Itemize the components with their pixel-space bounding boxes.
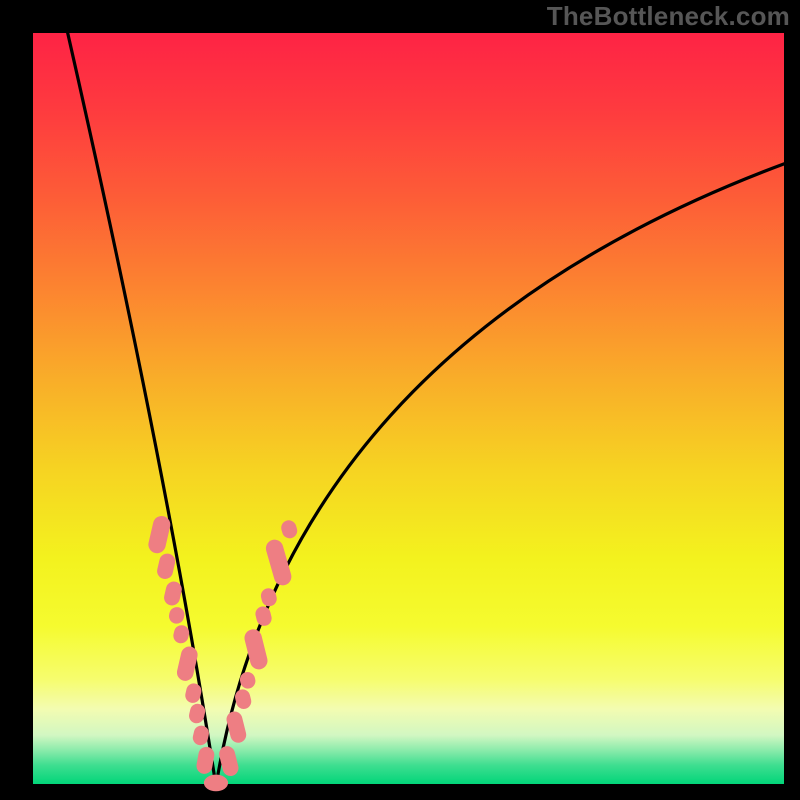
data-marker bbox=[217, 745, 240, 778]
data-marker bbox=[167, 606, 185, 626]
data-marker bbox=[147, 514, 172, 555]
chart-svg bbox=[0, 0, 800, 800]
data-marker bbox=[225, 710, 248, 745]
data-marker bbox=[254, 605, 273, 628]
data-marker bbox=[175, 645, 199, 683]
data-marker bbox=[156, 552, 177, 581]
bottleneck-curve bbox=[67, 31, 786, 786]
data-marker bbox=[172, 624, 191, 645]
chart-container: TheBottleneck.com bbox=[0, 0, 800, 800]
data-marker bbox=[204, 775, 228, 792]
data-marker bbox=[279, 518, 299, 540]
watermark-text: TheBottleneck.com bbox=[547, 1, 790, 32]
